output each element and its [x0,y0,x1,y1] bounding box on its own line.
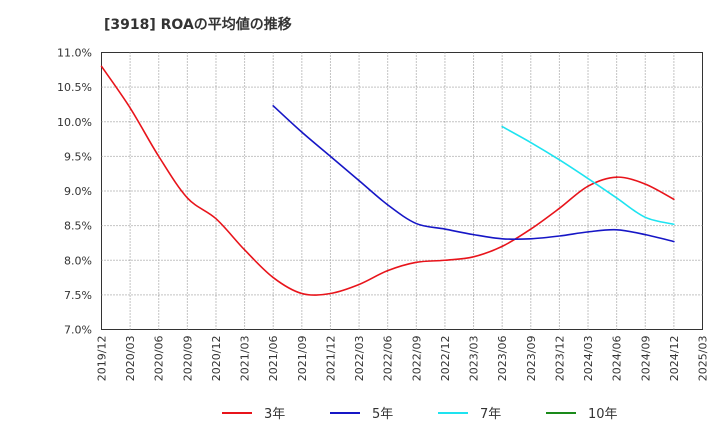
x-tick-label: 2023/12 [553,336,566,382]
x-tick-label: 2021/09 [296,336,309,382]
x-axis-ticks: 2019/12 2020/03 2020/06 2020/09 2020/12 2021/… [96,335,710,381]
y-tick-label: 10.0% [57,116,92,129]
x-tick-label: 2020/12 [210,336,223,382]
x-tick-label: 2019/12 [96,336,109,382]
legend-label: 5年 [372,407,393,422]
legend-label: 7年 [480,407,501,422]
grid-lines [101,52,703,330]
x-tick-label: 2024/03 [582,336,595,382]
x-tick-label: 2023/03 [468,336,481,382]
legend-label: 10年 [588,407,618,422]
x-tick-label: 2020/03 [124,336,137,382]
x-tick-label: 2023/09 [525,336,538,382]
x-tick-label: 2021/03 [239,336,252,382]
y-tick-label: 8.5% [64,220,92,233]
x-tick-label: 2024/06 [611,336,624,382]
y-axis-ticks: 7.0% 7.5% 8.0% 8.5% 9.0% 9.5% 10.0% 10.5% 11.0% [57,47,92,337]
x-tick-label: 2025/03 [697,336,710,382]
x-tick-label: 2022/03 [353,336,366,382]
y-tick-label: 9.0% [64,185,92,198]
x-tick-label: 2024/12 [668,336,681,382]
y-tick-label: 11.0% [57,47,92,60]
x-tick-label: 2022/12 [439,336,452,382]
legend-label: 3年 [264,407,285,422]
x-tick-label: 2020/09 [181,336,194,382]
y-tick-label: 9.5% [64,150,92,163]
series-line-3 [501,125,675,226]
legend: 3年 5年 7年 10年 [222,407,618,422]
y-tick-label: 7.5% [64,289,92,302]
x-tick-label: 2021/06 [267,336,280,382]
x-tick-label: 2020/06 [153,336,166,382]
y-tick-label: 7.0% [64,324,92,337]
x-tick-label: 2022/06 [382,336,395,382]
x-tick-label: 2023/06 [496,335,509,381]
x-tick-label: 2021/12 [324,336,337,382]
series-line-2 [272,105,675,243]
series-lines [100,65,675,296]
y-tick-label: 10.5% [57,81,92,94]
y-tick-label: 8.0% [64,254,92,267]
x-tick-label: 2022/09 [410,336,423,382]
series-line-1 [100,65,675,296]
chart-title: [3918] ROAの平均値の推移 [104,17,292,33]
x-tick-label: 2024/09 [639,336,652,382]
